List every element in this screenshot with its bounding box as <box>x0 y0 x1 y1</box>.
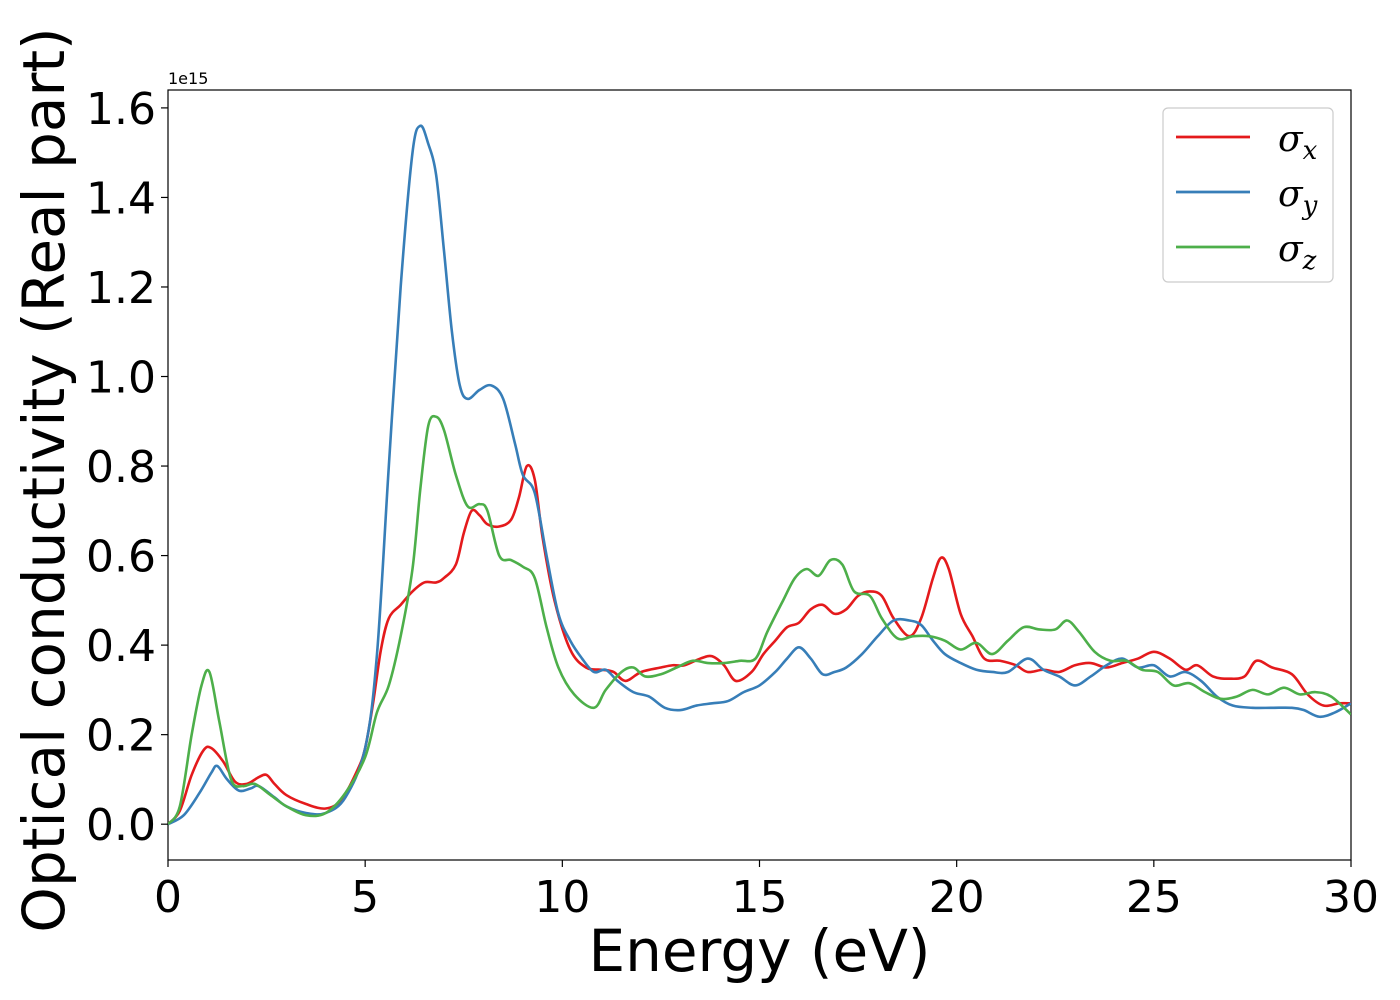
x-tick-label: 20 <box>929 872 985 923</box>
y-tick-label: 0.0 <box>86 800 156 851</box>
x-tick-label: 5 <box>351 872 379 923</box>
x-axis-label: Energy (eV) <box>588 917 930 985</box>
y-axis-label: Optical conductivity (Real part) <box>10 27 78 932</box>
series-line-y <box>168 124 1351 826</box>
y-tick-label: 1.2 <box>86 263 156 314</box>
y-tick-label: 1.6 <box>86 84 156 135</box>
y-tick-label: 0.8 <box>86 442 156 493</box>
series-line-z <box>168 414 1351 826</box>
y-tick-label: 1.4 <box>86 173 156 224</box>
y-tick-label: 1.0 <box>86 353 156 404</box>
y-axis: 0.0 0.2 0.4 0.6 0.8 1.0 1.2 1.4 1.6 <box>86 84 168 851</box>
y-tick-label: 0.4 <box>86 621 156 672</box>
x-tick-label: 15 <box>732 872 788 923</box>
legend: σx σy σz <box>1162 107 1334 283</box>
legend-entry-y: σy <box>1278 174 1318 221</box>
legend-entry-x: σx <box>1278 119 1318 166</box>
series-layer <box>168 124 1351 826</box>
y-offset-label: 1e15 <box>168 69 208 88</box>
y-tick-label: 0.2 <box>86 711 156 762</box>
y-tick-label: 0.6 <box>86 532 156 583</box>
x-tick-label: 25 <box>1126 872 1182 923</box>
legend-entry-z: σz <box>1278 229 1317 276</box>
legend-box <box>1162 107 1334 283</box>
x-tick-label: 30 <box>1323 872 1379 923</box>
x-tick-label: 10 <box>534 872 590 923</box>
x-axis: 0 5 10 15 20 25 30 <box>154 860 1379 923</box>
x-tick-label: 0 <box>154 872 182 923</box>
series-line-x <box>168 463 1351 826</box>
